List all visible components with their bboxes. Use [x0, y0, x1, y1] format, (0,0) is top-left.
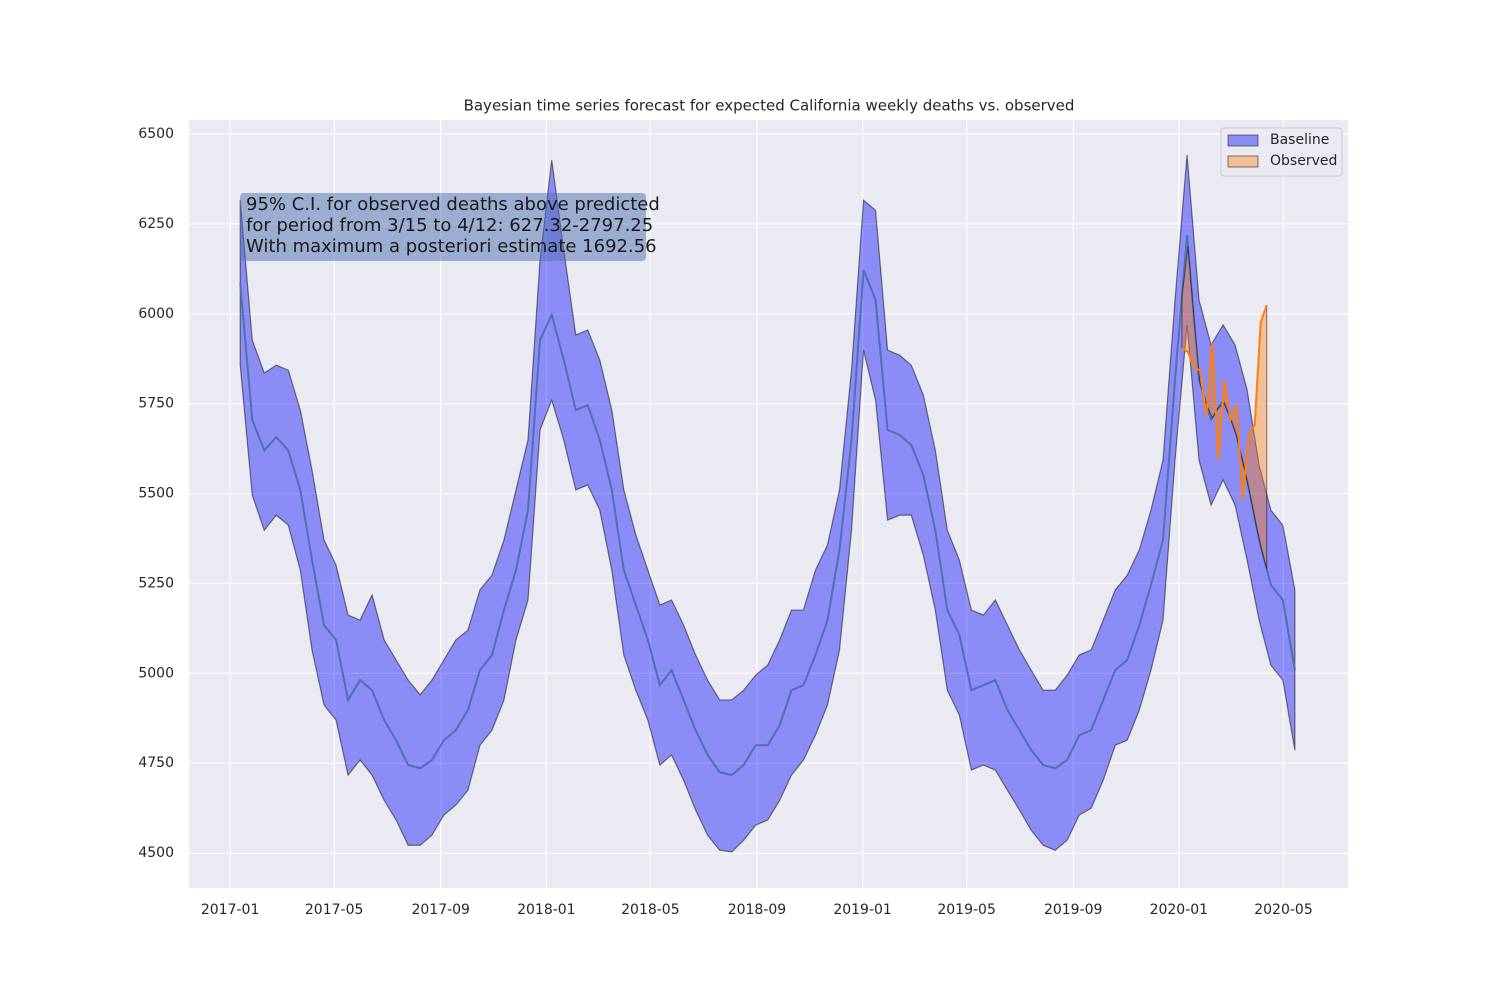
y-tick-label: 6000	[138, 306, 174, 322]
y-tick-label: 4500	[138, 845, 174, 861]
legend-label: Baseline	[1270, 132, 1329, 148]
x-tick-label: 2018-09	[728, 902, 787, 918]
x-tick-label: 2017-09	[411, 902, 470, 918]
y-tick-label: 5500	[138, 486, 174, 502]
x-tick-label: 2020-01	[1150, 902, 1209, 918]
x-tick-label: 2020-05	[1254, 902, 1313, 918]
annotation-box	[240, 193, 646, 261]
x-tick-label: 2017-01	[201, 902, 260, 918]
x-tick-label: 2019-09	[1044, 902, 1103, 918]
chart-title: Bayesian time series forecast for expect…	[464, 97, 1075, 115]
x-tick-label: 2019-05	[937, 902, 996, 918]
legend-label: Observed	[1270, 153, 1337, 169]
annotation: for period from 3/15 to 4/12: 627.32-279…	[246, 215, 653, 236]
y-tick-label: 5000	[138, 665, 174, 681]
legend-swatch	[1227, 155, 1259, 168]
legend: Baseline Observed	[1220, 127, 1343, 177]
confidence-band	[239, 154, 1296, 853]
x-tick-label: 2019-01	[833, 902, 892, 918]
legend-swatch	[1227, 134, 1259, 147]
legend-box	[1220, 127, 1343, 177]
y-tick-label: 6500	[138, 126, 174, 142]
mean-line	[239, 234, 1296, 777]
y-tick-label: 5750	[138, 396, 174, 412]
x-tick-label: 2017-05	[305, 902, 364, 918]
x-tick-label: 2018-05	[621, 902, 680, 918]
x-tick-label: 2018-01	[517, 902, 576, 918]
annotation: 95% C.I. for observed deaths above predi…	[246, 194, 660, 215]
y-tick-label: 4750	[138, 755, 174, 771]
y-tick-label: 6250	[138, 216, 174, 232]
observed-line	[1181, 304, 1268, 501]
annotation: With maximum a posteriori estimate 1692.…	[246, 236, 657, 257]
marks	[239, 154, 1296, 853]
y-tick-label: 5250	[138, 575, 174, 591]
